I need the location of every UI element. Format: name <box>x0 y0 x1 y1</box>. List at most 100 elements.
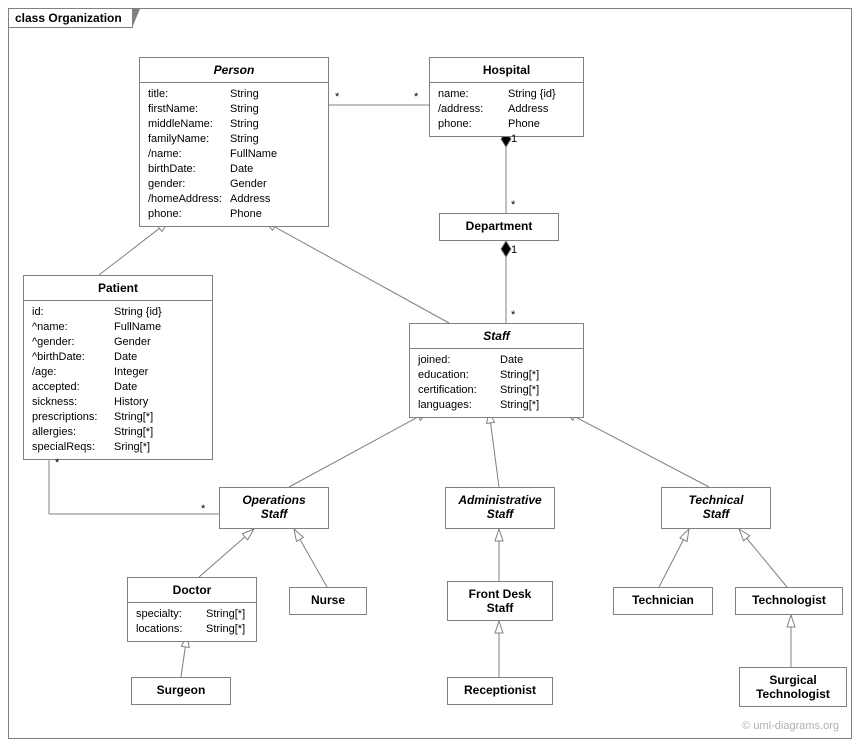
attr-name: middleName: <box>148 117 230 132</box>
class-title: OperationsStaff <box>220 488 328 526</box>
multiplicity: * <box>511 309 515 321</box>
attr-name: ^name: <box>32 320 114 335</box>
class-title-line1: Surgical <box>769 673 816 687</box>
attr-type: Address <box>230 192 320 207</box>
class-title: Nurse <box>290 588 366 612</box>
attr-type: Phone <box>230 207 320 222</box>
class-staff: Staff joined:Dateeducation:String[*]certi… <box>409 323 584 418</box>
class-title: Person <box>140 58 328 83</box>
attr-name: specialty: <box>136 607 206 622</box>
class-title: Technologist <box>736 588 842 612</box>
multiplicity: * <box>335 91 339 103</box>
attr-row: gender:Gender <box>148 177 320 192</box>
multiplicity: * <box>414 91 418 103</box>
attr-name: certification: <box>418 383 500 398</box>
class-title-line2: Staff <box>224 507 324 521</box>
class-adminstaff: AdministrativeStaff <box>445 487 555 529</box>
class-title: Doctor <box>128 578 256 603</box>
class-title-line2: Staff <box>450 507 550 521</box>
attr-type: Date <box>500 353 575 368</box>
attr-name: phone: <box>438 117 508 132</box>
class-title: Technician <box>614 588 712 612</box>
attr-row: specialReqs:Sring[*] <box>32 440 204 455</box>
attr-name: languages: <box>418 398 500 413</box>
class-attrs: name:String {id}/address:Addressphone:Ph… <box>430 83 583 136</box>
attr-type: String[*] <box>114 425 204 440</box>
attr-row: joined:Date <box>418 353 575 368</box>
class-title-line1: Operations <box>242 493 305 507</box>
attr-name: id: <box>32 305 114 320</box>
attr-row: certification:String[*] <box>418 383 575 398</box>
attr-name: allergies: <box>32 425 114 440</box>
class-title: Staff <box>410 324 583 349</box>
attr-row: id:String {id} <box>32 305 204 320</box>
attr-row: locations:String[*] <box>136 622 248 637</box>
multiplicity: 1 <box>511 133 517 145</box>
attr-row: phone:Phone <box>148 207 320 222</box>
class-title-line1: Front Desk <box>469 587 532 601</box>
attr-name: accepted: <box>32 380 114 395</box>
class-title-line2: Staff <box>666 507 766 521</box>
attr-name: /age: <box>32 365 114 380</box>
attr-row: languages:String[*] <box>418 398 575 413</box>
attr-row: firstName:String <box>148 102 320 117</box>
attr-name: ^gender: <box>32 335 114 350</box>
frame-label: class Organization <box>8 8 133 28</box>
attr-type: Date <box>114 380 204 395</box>
attr-name: prescriptions: <box>32 410 114 425</box>
class-title: Surgeon <box>132 678 230 702</box>
class-title-line1: Technical <box>689 493 744 507</box>
attr-type: FullName <box>114 320 204 335</box>
attr-type: Date <box>114 350 204 365</box>
attr-type: Date <box>230 162 320 177</box>
class-attrs: title:StringfirstName:StringmiddleName:S… <box>140 83 328 226</box>
attr-type: Address <box>508 102 575 117</box>
class-title: Department <box>440 214 558 238</box>
class-frontdesk: Front DeskStaff <box>447 581 553 621</box>
attr-type: Integer <box>114 365 204 380</box>
class-title: Receptionist <box>448 678 552 702</box>
class-technician: Technician <box>613 587 713 615</box>
attr-name: specialReqs: <box>32 440 114 455</box>
class-patient: Patient id:String {id}^name:FullName^gend… <box>23 275 213 460</box>
attr-type: String <box>230 102 320 117</box>
attr-name: gender: <box>148 177 230 192</box>
attr-name: name: <box>438 87 508 102</box>
class-title: Hospital <box>430 58 583 83</box>
attr-name: /homeAddress: <box>148 192 230 207</box>
attr-type: History <box>114 395 204 410</box>
attr-row: ^birthDate:Date <box>32 350 204 365</box>
attr-type: Gender <box>114 335 204 350</box>
attr-row: prescriptions:String[*] <box>32 410 204 425</box>
attr-row: name:String {id} <box>438 87 575 102</box>
attr-name: education: <box>418 368 500 383</box>
attr-row: allergies:String[*] <box>32 425 204 440</box>
attr-type: String[*] <box>500 383 575 398</box>
class-title-line2: Technologist <box>744 687 842 701</box>
class-title-line2: Staff <box>452 601 548 615</box>
attr-type: FullName <box>230 147 320 162</box>
attr-row: title:String <box>148 87 320 102</box>
multiplicity: 1 <box>511 244 517 256</box>
attr-row: ^gender:Gender <box>32 335 204 350</box>
class-techstaff: TechnicalStaff <box>661 487 771 529</box>
attr-row: specialty:String[*] <box>136 607 248 622</box>
class-opsstaff: OperationsStaff <box>219 487 329 529</box>
class-title: Patient <box>24 276 212 301</box>
watermark: © uml-diagrams.org <box>742 720 839 732</box>
class-technologist: Technologist <box>735 587 843 615</box>
attr-row: /name:FullName <box>148 147 320 162</box>
attr-row: ^name:FullName <box>32 320 204 335</box>
attr-name: familyName: <box>148 132 230 147</box>
class-department: Department <box>439 213 559 241</box>
attr-type: String[*] <box>206 622 248 637</box>
attr-name: joined: <box>418 353 500 368</box>
attr-name: phone: <box>148 207 230 222</box>
attr-type: String[*] <box>500 368 575 383</box>
class-hospital: Hospitalname:String {id}/address:Address… <box>429 57 584 137</box>
attr-row: /age:Integer <box>32 365 204 380</box>
attr-row: education:String[*] <box>418 368 575 383</box>
attr-row: accepted:Date <box>32 380 204 395</box>
attr-type: String {id} <box>114 305 204 320</box>
class-title: AdministrativeStaff <box>446 488 554 526</box>
